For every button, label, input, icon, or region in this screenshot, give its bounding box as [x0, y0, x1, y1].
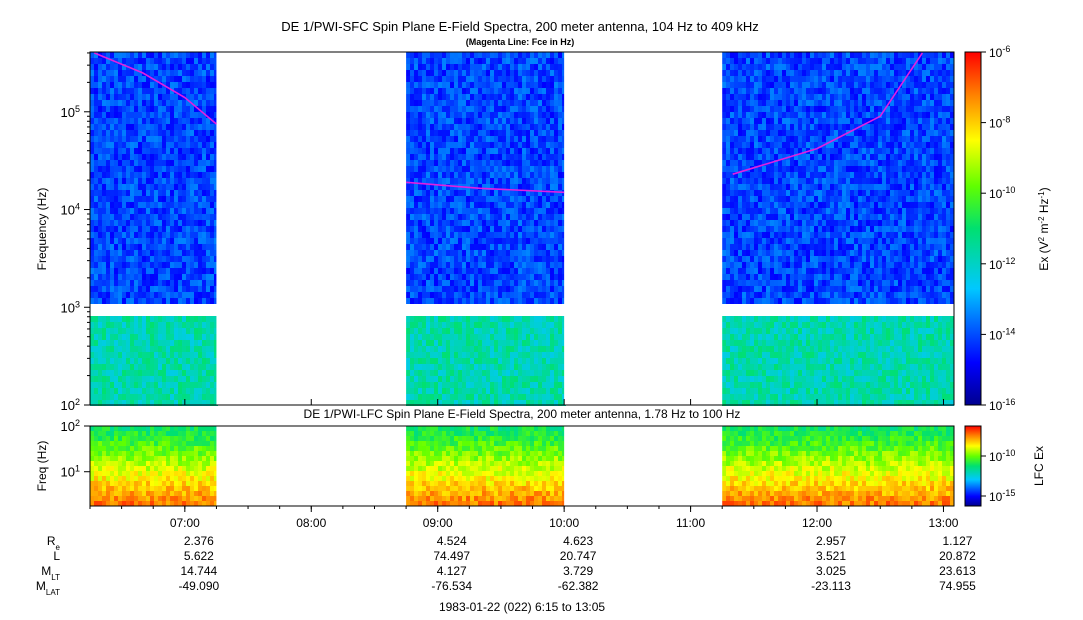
lfc-spectrogram-panel [90, 426, 954, 506]
sfc-colorbar-tick-label: 10-12 [989, 256, 1015, 272]
lfc-plot-frame [89, 425, 955, 507]
ephemeris-value: 4.127 [437, 564, 467, 578]
x-tick-label: 09:00 [423, 516, 453, 530]
lfc-ylabel: Freq (Hz) [35, 441, 49, 492]
fce-segment-2 [406, 181, 565, 194]
sfc-plot-frame [89, 51, 955, 406]
ephemeris-value: 2.376 [184, 534, 214, 548]
fce-segment-3 [732, 52, 924, 175]
fce-segment-1 [93, 52, 217, 125]
sfc-colorbar-tick-label: 10-8 [989, 115, 1010, 131]
ephemeris-value: 74.497 [433, 549, 470, 563]
lfc-colorbar-ticks: 10-10 10-15 [981, 448, 1015, 504]
sfc-colorbar-tick-label: 10-6 [989, 44, 1010, 60]
ephemeris-value: 3.521 [816, 549, 846, 563]
ephemeris-value: -23.113 [811, 579, 851, 593]
sfc-colorbar-tick-label: 10-14 [989, 326, 1015, 342]
sfc-y-axis: 102 103 104 105 [61, 52, 90, 413]
x-tick-label: 11:00 [676, 516, 705, 530]
sfc-spectrogram-panel [90, 52, 954, 406]
lfc-y-axis: 101 102 [61, 418, 90, 480]
lfc-y-tick-label: 101 [61, 464, 80, 480]
sfc-y-tick-label: 103 [61, 299, 80, 315]
sfc-subtitle: (Magenta Line: Fce in Hz) [466, 37, 575, 47]
x-tick-label: 10:00 [549, 516, 579, 530]
x-tick-label: 13:00 [928, 516, 958, 530]
lfc-title: DE 1/PWI-LFC Spin Plane E-Field Spectra,… [304, 407, 741, 421]
time-x-axis: 07:00 08:00 09:00 10:00 11:00 12:00 13:00 [89, 399, 959, 530]
ephemeris-value: 4.524 [437, 534, 467, 548]
sfc-colorbar [964, 51, 982, 406]
lfc-colorbar-label: LFC Ex [1032, 446, 1046, 486]
lfc-y-tick-label: 102 [61, 418, 80, 434]
sfc-y-tick-label: 102 [61, 397, 80, 413]
ephemeris-value: 20.747 [560, 549, 597, 563]
x-tick-label: 12:00 [802, 516, 832, 530]
lfc-colorbar-tick-label: 10-10 [989, 448, 1015, 464]
x-tick-label: 07:00 [170, 516, 200, 530]
sfc-colorbar-tick-label: 10-10 [989, 185, 1015, 201]
ephemeris-value: 1.127 [942, 534, 972, 548]
ephemeris-value: 23.613 [939, 564, 976, 578]
ephemeris-value: 74.955 [939, 579, 976, 593]
ephemeris-row-label: MLT [41, 564, 60, 582]
ephemeris-table: Re 2.376 4.524 4.623 2.957 1.127 L 5.622 74.497 2… [36, 534, 976, 597]
x-tick-label: 08:00 [296, 516, 326, 530]
ephemeris-value: 3.025 [816, 564, 846, 578]
sfc-ylabel: Frequency (Hz) [35, 188, 49, 271]
fce-line [93, 52, 924, 194]
ephemeris-value: 20.872 [939, 549, 976, 563]
ephemeris-row-label: L [53, 549, 60, 563]
lfc-colorbar [964, 425, 982, 507]
ephemeris-value: 5.622 [184, 549, 214, 563]
ephemeris-row-label: MLAT [36, 579, 60, 597]
sfc-title: DE 1/PWI-SFC Spin Plane E-Field Spectra,… [281, 19, 759, 34]
sfc-colorbar-tick-label: 10-16 [989, 397, 1015, 413]
ephemeris-row-label: Re [47, 534, 61, 552]
sfc-colorbar-label: Ex (V2 m-2 Hz-1) [1037, 187, 1052, 270]
ephemeris-value: 3.729 [563, 564, 593, 578]
ephemeris-value: 14.744 [180, 564, 217, 578]
ephemeris-value: -62.382 [558, 579, 599, 593]
footer-date: 1983-01-22 (022) 6:15 to 13:05 [439, 600, 605, 614]
sfc-y-tick-label: 105 [61, 104, 80, 120]
sfc-y-tick-label: 104 [61, 202, 80, 218]
ephemeris-value: 2.957 [816, 534, 846, 548]
ephemeris-value: -49.090 [178, 579, 219, 593]
sfc-colorbar-ticks: 10-6 10-8 10-10 10-12 10-14 10-16 [981, 44, 1015, 413]
ephemeris-value: 4.623 [563, 534, 593, 548]
ephemeris-value: -76.534 [431, 579, 472, 593]
lfc-colorbar-tick-label: 10-15 [989, 488, 1015, 504]
